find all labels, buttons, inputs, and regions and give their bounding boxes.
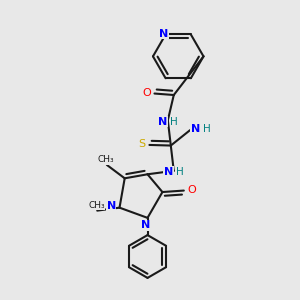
Text: S: S: [138, 139, 146, 149]
Text: N: N: [160, 28, 169, 39]
Text: N: N: [164, 167, 173, 177]
Text: H: H: [176, 167, 184, 177]
Text: O: O: [143, 88, 152, 98]
Text: CH₃: CH₃: [98, 155, 114, 164]
Text: N: N: [191, 124, 200, 134]
Text: H: H: [202, 124, 210, 134]
Text: H: H: [170, 117, 178, 127]
Text: N: N: [158, 117, 167, 127]
Text: N: N: [141, 220, 151, 230]
Text: CH₃: CH₃: [88, 201, 105, 210]
Text: O: O: [187, 185, 196, 195]
Text: N: N: [106, 201, 116, 211]
